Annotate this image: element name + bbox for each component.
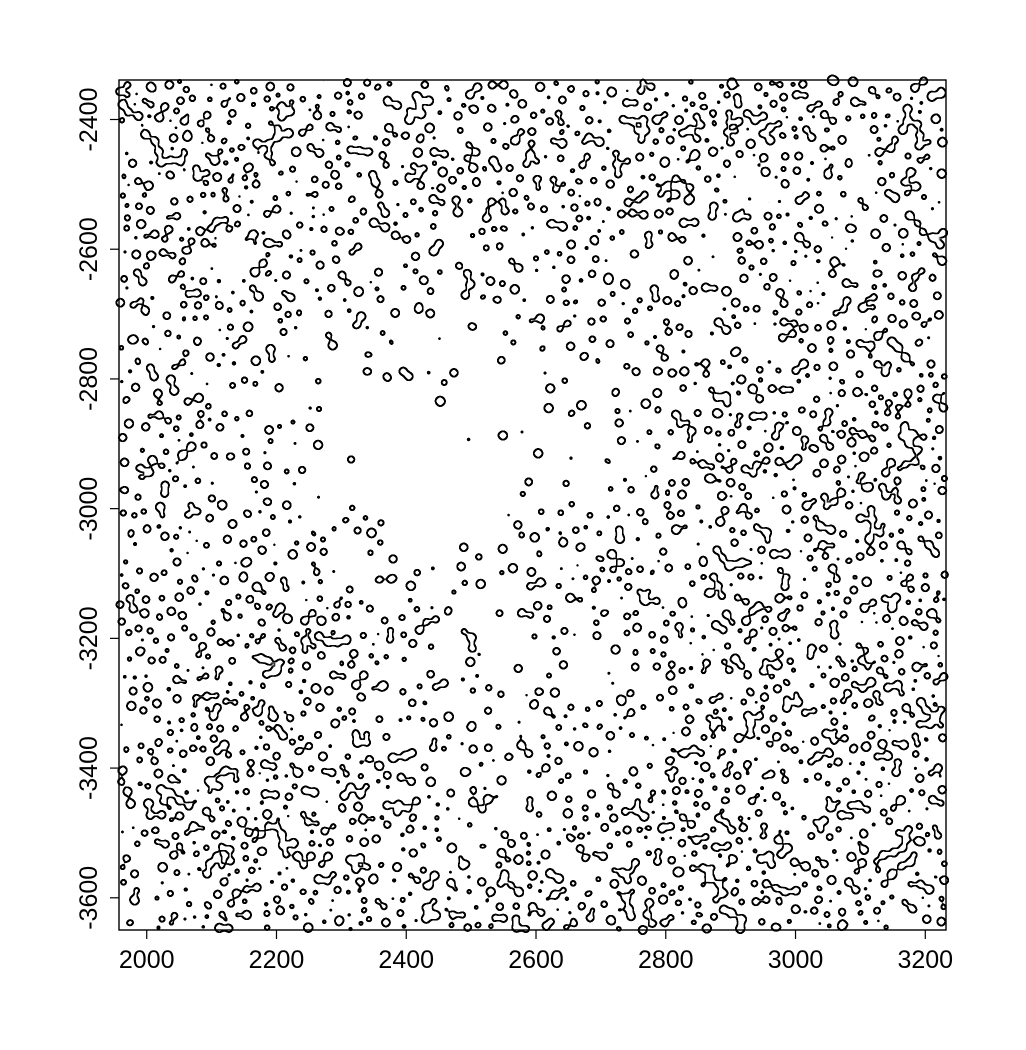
svg-text:2800: 2800 (638, 946, 694, 974)
svg-text:-2400: -2400 (75, 88, 103, 152)
svg-text:2200: 2200 (249, 946, 305, 974)
svg-text:-2600: -2600 (75, 217, 103, 281)
svg-text:-2800: -2800 (75, 347, 103, 411)
svg-text:2000: 2000 (119, 946, 175, 974)
svg-text:-3000: -3000 (75, 477, 103, 541)
svg-text:3000: 3000 (768, 946, 824, 974)
svg-text:2400: 2400 (378, 946, 434, 974)
svg-text:-3200: -3200 (75, 606, 103, 670)
svg-text:-3400: -3400 (75, 736, 103, 800)
svg-text:3200: 3200 (897, 946, 953, 974)
svg-text:2600: 2600 (508, 946, 564, 974)
svg-text:-3600: -3600 (75, 866, 103, 930)
